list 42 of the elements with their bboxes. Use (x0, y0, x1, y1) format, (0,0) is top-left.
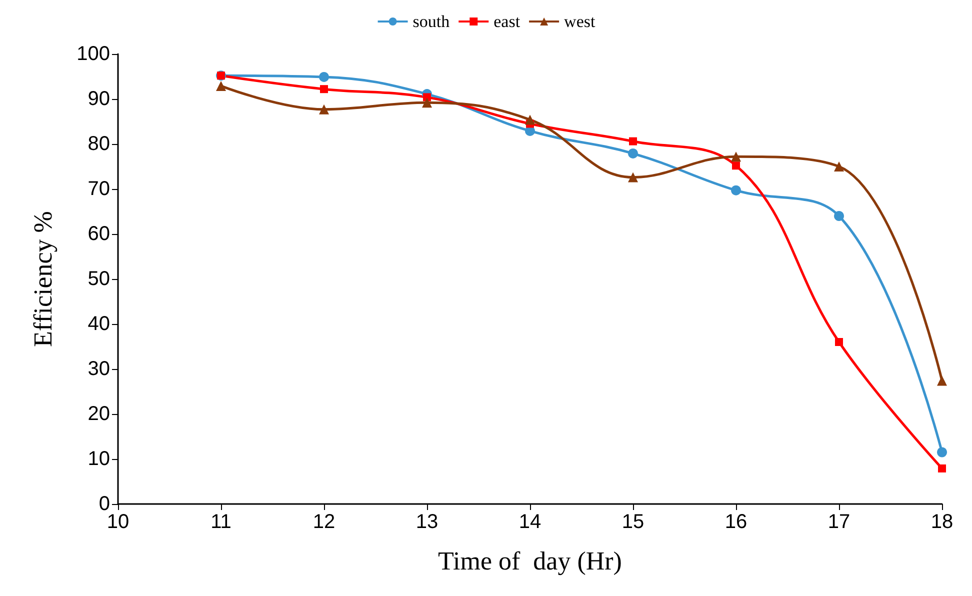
y-tick-label: 80 (88, 133, 110, 155)
x-axis-title: Time of day (Hr) (438, 546, 622, 576)
y-axis-title: Efficiency % (28, 211, 58, 347)
point (731, 152, 741, 162)
y-tick-label: 20 (88, 403, 110, 425)
legend-label: east (494, 12, 520, 31)
point (732, 162, 740, 170)
point (937, 447, 947, 458)
point (835, 338, 843, 346)
y-tick-label: 10 (88, 448, 110, 470)
point (937, 376, 947, 386)
x-tick-label: 13 (416, 511, 438, 533)
point (216, 80, 226, 91)
y-tick-label: 70 (88, 178, 110, 200)
x-tick-label: 11 (210, 511, 232, 533)
y-tick-label: 30 (88, 358, 110, 380)
y-tick-label: 40 (88, 313, 110, 335)
point (320, 85, 328, 94)
point (938, 464, 946, 472)
point (319, 104, 329, 114)
x-tick-label: 17 (828, 511, 850, 533)
point (319, 72, 329, 82)
y-tick-label: 100 (76, 43, 110, 65)
point (629, 137, 637, 146)
point (628, 148, 638, 158)
point (525, 114, 535, 125)
legend-label: south (412, 12, 450, 31)
point (422, 98, 432, 108)
y-tick-label: 90 (88, 88, 110, 110)
y-tick-label: 60 (88, 223, 110, 245)
x-tick-label: 18 (930, 511, 954, 533)
point (834, 162, 844, 172)
legend-label: west (564, 12, 596, 31)
point (423, 93, 431, 102)
point (834, 211, 844, 221)
x-tick-label: 12 (312, 511, 336, 533)
x-tick-label: 15 (622, 511, 644, 533)
y-tick-label: 50 (88, 268, 110, 290)
x-tick-label: 14 (518, 511, 542, 533)
point (731, 185, 741, 196)
point (628, 172, 638, 182)
x-tick-label: 16 (724, 511, 748, 533)
